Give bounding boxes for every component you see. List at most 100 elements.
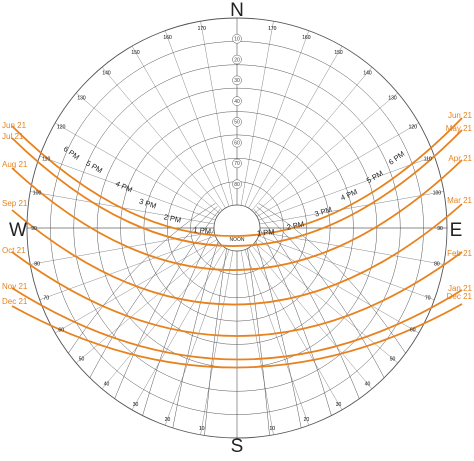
azimuth-tick-label: 170 bbox=[198, 26, 207, 32]
azimuth-tick-label: 30 bbox=[133, 402, 139, 408]
azimuth-tick-label: 140 bbox=[363, 70, 372, 76]
azimuth-tick-label: 150 bbox=[334, 50, 343, 56]
azimuth-tick-label: 160 bbox=[302, 35, 311, 41]
azimuth-line bbox=[251, 245, 373, 389]
hour-label-left: 1 PM bbox=[193, 225, 211, 236]
azimuth-line bbox=[131, 247, 226, 410]
azimuth-tick-label: 70 bbox=[425, 295, 431, 301]
hour-label-left: 6 PM bbox=[62, 144, 81, 162]
azimuth-line bbox=[259, 191, 444, 225]
date-label-right: Mar 21 bbox=[447, 196, 472, 205]
azimuth-tick-label: 70 bbox=[43, 295, 49, 301]
azimuth-tick-label: 70 bbox=[425, 295, 431, 301]
azimuth-tick-label: 10 bbox=[199, 426, 205, 432]
sun-path-arc bbox=[11, 117, 463, 237]
hour-label-left: 2 PM bbox=[163, 212, 182, 224]
azimuth-line bbox=[256, 122, 419, 217]
noon-label: NOON bbox=[230, 237, 245, 243]
azimuth-tick-label: 40 bbox=[365, 382, 371, 388]
hour-label-left: 5 PM bbox=[84, 159, 104, 176]
azimuth-tick-label: 60 bbox=[410, 328, 416, 334]
azimuth-tick-label: 110 bbox=[424, 157, 432, 163]
altitude-marker bbox=[232, 179, 242, 189]
sun-path-arc bbox=[11, 303, 463, 369]
azimuth-line bbox=[254, 92, 398, 214]
azimuth-tick-label: 40 bbox=[365, 382, 371, 388]
azimuth-tick-label: 140 bbox=[363, 70, 372, 76]
date-label-right: Apr 21 bbox=[448, 154, 472, 163]
azimuth-tick-label: 110 bbox=[42, 157, 50, 163]
azimuth-tick-label: 40 bbox=[104, 382, 110, 388]
azimuth-line bbox=[248, 46, 343, 209]
azimuth-line bbox=[200, 250, 234, 435]
azimuth-tick-label: 160 bbox=[163, 35, 172, 41]
azimuth-tick-label: 100 bbox=[433, 191, 442, 197]
azimuth-tick-label: 60 bbox=[410, 328, 416, 334]
date-label-right: Jun 21 bbox=[448, 111, 473, 120]
azimuth-tick-label: 80 bbox=[34, 261, 40, 267]
azimuth-tick-label: 10 bbox=[269, 426, 275, 432]
azimuth-line bbox=[76, 92, 220, 214]
azimuth-tick-label: 50 bbox=[79, 356, 85, 362]
azimuth-tick-label: 30 bbox=[336, 402, 342, 408]
azimuth-line bbox=[256, 239, 419, 334]
azimuth-tick-label: 90 bbox=[31, 226, 37, 232]
altitude-marker bbox=[232, 75, 242, 86]
azimuth-tick-label: 60 bbox=[58, 328, 64, 334]
azimuth-tick-label: 50 bbox=[390, 356, 396, 362]
azimuth-tick-label: 100 bbox=[33, 191, 42, 197]
altitude-label: 40 bbox=[234, 99, 240, 105]
hour-line bbox=[68, 203, 216, 354]
azimuth-line bbox=[244, 249, 309, 426]
azimuth-tick-label: 130 bbox=[77, 96, 86, 102]
azimuth-tick-label: 20 bbox=[304, 417, 310, 423]
azimuth-line bbox=[258, 156, 435, 221]
azimuth-tick-label: 30 bbox=[133, 402, 139, 408]
hour-label-right: 4 PM bbox=[339, 187, 359, 202]
azimuth-line bbox=[101, 67, 223, 211]
date-label-right: May 21 bbox=[446, 124, 473, 133]
azimuth-tick-label: 90 bbox=[437, 226, 443, 232]
date-label-left: Nov 21 bbox=[2, 282, 28, 291]
azimuth-tick-label: 20 bbox=[304, 417, 310, 423]
hour-label-right: 1 PM bbox=[257, 227, 275, 238]
sun-path-arc bbox=[11, 287, 463, 361]
altitude-label: 60 bbox=[234, 140, 240, 146]
altitude-label: 70 bbox=[234, 161, 240, 167]
altitude-marker bbox=[232, 96, 242, 106]
azimuth-tick-label: 80 bbox=[434, 261, 440, 267]
hour-line bbox=[250, 211, 332, 416]
azimuth-tick-label: 90 bbox=[31, 226, 37, 232]
azimuth-tick-label: 120 bbox=[409, 125, 418, 131]
azimuth-line bbox=[240, 250, 274, 435]
azimuth-tick-label: 130 bbox=[388, 96, 397, 102]
altitude-marker bbox=[232, 137, 242, 148]
date-label-left: Jun 21 bbox=[2, 121, 27, 130]
sun-path-arc bbox=[11, 251, 463, 337]
azimuth-tick-label: 130 bbox=[77, 96, 86, 102]
azimuth-line bbox=[101, 245, 223, 389]
sun-path-arc bbox=[11, 203, 463, 306]
north-label: N bbox=[230, 0, 244, 21]
azimuth-tick-label: 10 bbox=[199, 426, 205, 432]
date-label-left: Aug 21 bbox=[2, 160, 28, 169]
hour-line bbox=[114, 209, 221, 399]
altitude-label: 10 bbox=[234, 37, 240, 43]
azimuth-line bbox=[76, 242, 220, 364]
altitude-marker bbox=[232, 117, 242, 127]
sun-path-arc bbox=[11, 159, 463, 271]
azimuth-tick-label: 150 bbox=[131, 50, 140, 56]
azimuth-line bbox=[200, 21, 234, 206]
azimuth-line bbox=[165, 30, 230, 207]
altitude-marker bbox=[232, 54, 242, 65]
azimuth-line bbox=[240, 21, 274, 206]
east-label: E bbox=[450, 220, 463, 241]
azimuth-tick-label: 120 bbox=[409, 125, 418, 131]
azimuth-line bbox=[259, 231, 444, 265]
azimuth-tick-label: 90 bbox=[437, 226, 443, 232]
hour-label-right: 2 PM bbox=[286, 219, 305, 231]
azimuth-tick-label: 160 bbox=[302, 35, 311, 41]
hour-label-left: 4 PM bbox=[114, 179, 134, 194]
azimuth-tick-label: 110 bbox=[42, 157, 50, 163]
